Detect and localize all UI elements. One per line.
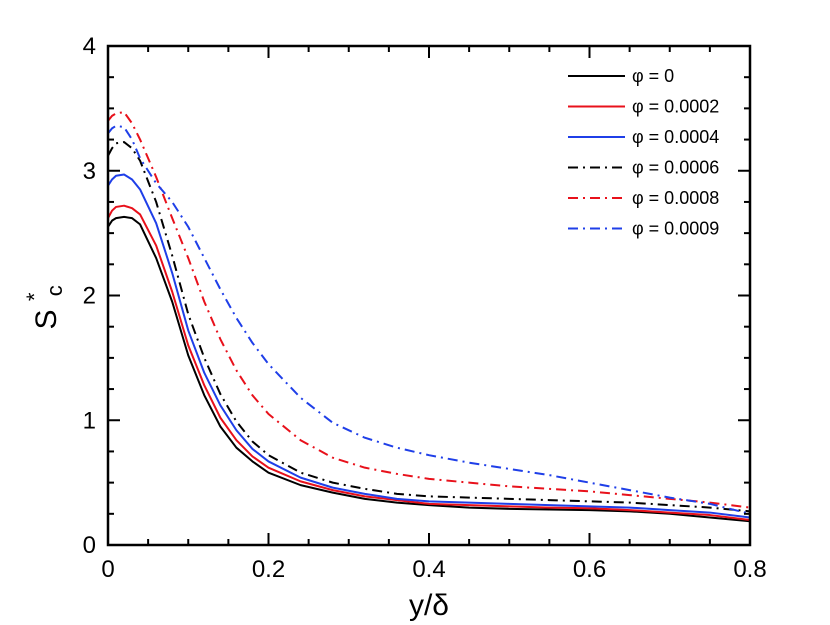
legend-label-3: φ = 0.0004 <box>632 127 719 147</box>
y-tick-label: 3 <box>83 158 96 185</box>
series-line-5 <box>107 111 751 509</box>
series-line-3 <box>107 173 751 519</box>
legend-label-5: φ = 0.0008 <box>632 188 719 208</box>
x-tick-label: 0.6 <box>573 556 606 583</box>
legend-label-4: φ = 0.0006 <box>632 158 719 178</box>
x-axis-title: y/δ <box>409 589 449 622</box>
series-layer <box>107 111 751 523</box>
y-axis-title-main: S <box>30 309 63 329</box>
x-tick-label: 0.4 <box>412 556 445 583</box>
x-tick-label: 0.8 <box>733 556 766 583</box>
y-tick-label: 2 <box>83 283 96 310</box>
y-tick-label: 1 <box>83 407 96 434</box>
legend-label-2: φ = 0.0002 <box>632 97 719 117</box>
series-line-4 <box>107 141 751 513</box>
series-line-1 <box>107 215 751 523</box>
y-tick-label: 0 <box>83 532 96 559</box>
x-tick-label: 0 <box>101 556 114 583</box>
legend: φ = 0 φ = 0.0002 φ = 0.0004 φ = 0.0006 φ = 0… <box>568 66 719 239</box>
legend-label-6: φ = 0.0009 <box>632 219 719 239</box>
y-tick-label: 4 <box>83 33 96 60</box>
y-axis-title: S * c <box>16 284 67 329</box>
ticks-layer <box>107 45 751 546</box>
series-line-2 <box>107 204 751 522</box>
y-axis-title-superscript: * <box>22 292 47 301</box>
y-axis-title-subscript: c <box>42 285 67 296</box>
tick-labels-layer: 0 0.2 0.4 0.6 0.8 0 1 2 3 4 <box>83 33 767 583</box>
x-tick-label: 0.2 <box>252 556 285 583</box>
legend-label-1: φ = 0 <box>632 66 674 86</box>
